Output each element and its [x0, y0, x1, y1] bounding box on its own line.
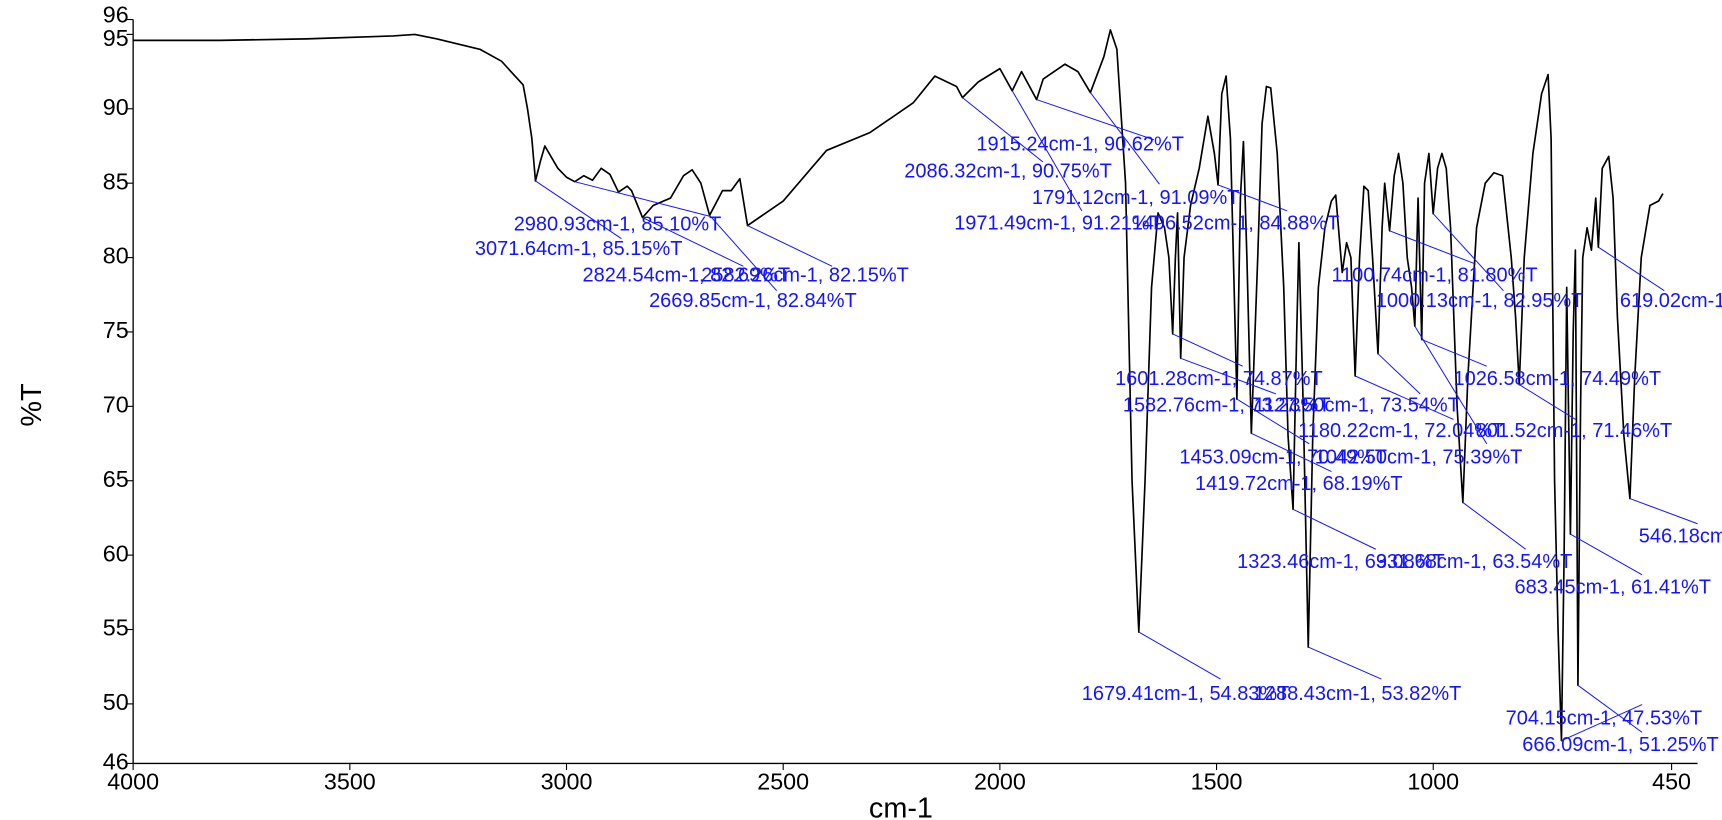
annotation-leader [1251, 432, 1332, 473]
annotation-label: 1453.09cm-1, 70.49%T [1179, 447, 1387, 469]
annotation-label: 1582.76cm-1, 73.23%T [1123, 394, 1331, 416]
y-tick-label: 85 [103, 168, 129, 194]
annotation-label: 2669.85cm-1, 82.84%T [649, 290, 857, 312]
annotation-leader [747, 225, 833, 267]
annotation-leader [1570, 533, 1643, 576]
annotation-leader [1462, 502, 1526, 550]
y-tick-label: 60 [103, 540, 129, 566]
annotation-leader [1432, 213, 1504, 292]
annotation-leader [574, 181, 711, 217]
y-axis-title: %T [16, 383, 48, 426]
annotation-leader [1577, 684, 1643, 733]
annotation-label: 2980.93cm-1, 85.10%T [514, 214, 722, 236]
annotation-label: 1288.43cm-1, 53.82%T [1254, 683, 1462, 705]
annotation-leader [1561, 704, 1643, 742]
annotation-leader [1236, 398, 1310, 445]
annotation-label: 1915.24cm-1, 90.62%T [976, 134, 1184, 156]
x-tick-label: 2500 [757, 769, 809, 795]
annotation-leader [709, 214, 778, 292]
annotation-leader [1036, 99, 1155, 141]
annotation-label: 1000.13cm-1, 82.95%T [1376, 290, 1584, 312]
annotation-label: 1026.58cm-1, 74.49%T [1453, 368, 1661, 390]
annotation-leader [1217, 184, 1288, 212]
annotation-label: 1496.52cm-1, 84.88%T [1132, 212, 1340, 234]
annotation-label: 801.52cm-1, 71.46%T [1476, 420, 1672, 442]
y-tick-label: 80 [103, 243, 129, 269]
x-tick-label: 450 [1652, 769, 1691, 795]
annotation-leader [1089, 92, 1160, 185]
annotation-leader [1308, 646, 1382, 680]
annotation-label: 931.68cm-1, 63.54%T [1376, 551, 1572, 573]
annotation-label: 2824.54cm-1, 82.69%T [583, 265, 791, 287]
annotation-label: 1971.49cm-1, 91.21%T [954, 212, 1162, 234]
annotation-leader [962, 97, 1044, 163]
annotation-label: 704.15cm-1, 47.53%T [1506, 707, 1702, 729]
x-tick-label: 3500 [324, 769, 376, 795]
y-tick-label: 50 [103, 689, 129, 715]
annotation-leader [1172, 333, 1243, 367]
annotation-label: 1791.12cm-1, 91.09%T [1032, 187, 1240, 209]
y-tick-label: 70 [103, 392, 129, 418]
annotation-label: 1679.41cm-1, 54.83%T [1082, 683, 1290, 705]
annotation-label: 2086.32cm-1, 90.75%T [904, 160, 1112, 182]
annotation-label: 1127.50cm-1, 73.54%T [1254, 394, 1460, 416]
annotation-label: 619.02cm-1, 80.70%T [1620, 290, 1722, 312]
annotation-leader [1377, 353, 1421, 395]
annotation-leader [1138, 631, 1221, 680]
y-tick-label: 46 [103, 749, 129, 775]
x-tick-label: 1500 [1191, 769, 1243, 795]
annotation-leader [1389, 230, 1476, 265]
x-tick-label: 4000 [107, 769, 159, 795]
annotation-label: 1601.28cm-1, 74.87%T [1115, 368, 1323, 390]
annotation-leader [1414, 325, 1488, 445]
y-tick-label: 75 [103, 317, 129, 343]
x-tick-label: 2000 [974, 769, 1026, 795]
annotation-leader [1292, 508, 1377, 550]
annotation-leader [1180, 357, 1277, 395]
annotation-label: 666.09cm-1, 51.25%T [1522, 734, 1718, 756]
annotation-label: 683.45cm-1, 61.41%T [1515, 576, 1711, 598]
y-tick-label: 65 [103, 466, 129, 492]
annotation-label: 1419.72cm-1, 68.19%T [1195, 473, 1403, 495]
annotation-leader [642, 217, 744, 267]
annotation-label: 1180.22cm-1, 72.04%T [1298, 420, 1504, 442]
annotation-leader [535, 180, 622, 239]
annotation-leader [1421, 339, 1487, 367]
annotation-leader [1354, 375, 1454, 420]
y-tick-label: 96 [103, 1, 129, 27]
x-axis-title: cm-1 [869, 793, 933, 820]
y-tick-label: 90 [103, 94, 129, 120]
annotation-label: 1100.74cm-1, 81.80%T [1331, 265, 1537, 287]
x-tick-label: 1000 [1407, 769, 1459, 795]
annotation-label: 3071.64cm-1, 85.15%T [475, 238, 683, 260]
y-tick-label: 95 [103, 25, 129, 51]
annotation-label: 1042.50cm-1, 75.39%T [1315, 447, 1523, 469]
annotation-leader [1011, 90, 1083, 212]
annotation-label: 2582.26cm-1, 82.15%T [701, 265, 909, 287]
x-tick-label: 3000 [541, 769, 593, 795]
spectrum-line [133, 29, 1664, 742]
annotation-label: 546.18cm-1, 63.80%T [1639, 525, 1722, 547]
y-tick-label: 55 [103, 615, 129, 641]
annotation-leader [1598, 246, 1665, 292]
annotation-leader [1629, 498, 1698, 525]
annotation-label: 1323.46cm-1, 63.08%T [1237, 551, 1445, 573]
annotation-leader [1518, 384, 1576, 420]
